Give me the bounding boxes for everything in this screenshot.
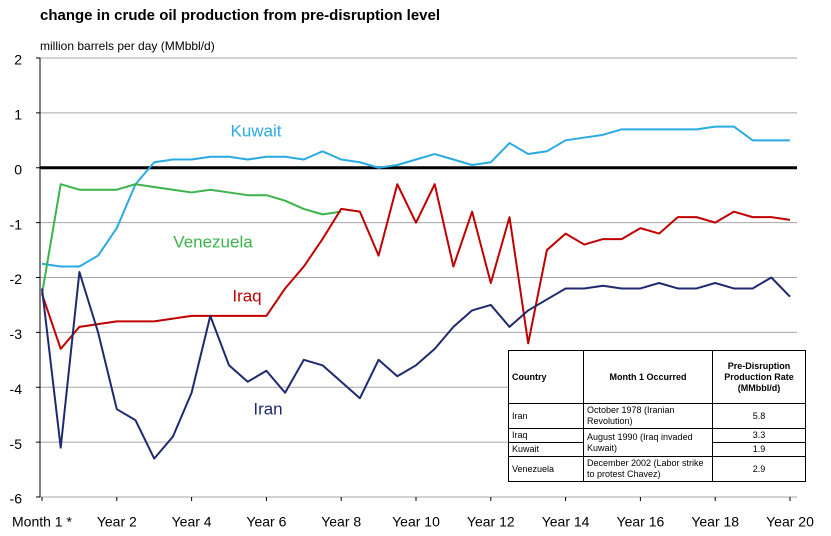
series-line xyxy=(41,183,342,295)
x-tick-label: Year 14 xyxy=(542,514,590,530)
table-row: Iran October 1978 (Iranian Revolution) 5… xyxy=(508,403,806,429)
rate-cell: 5.8 xyxy=(712,403,806,429)
x-tick-label: Year 8 xyxy=(321,514,361,530)
x-tick-label: Year 4 xyxy=(172,514,212,530)
table-row: Venezuela December 2002 (Labor strike to… xyxy=(508,456,806,482)
y-tick-label: -6 xyxy=(10,491,23,507)
x-tick-label: Month 1 * xyxy=(12,514,72,530)
x-tick-label: Year 12 xyxy=(467,514,515,530)
country-cell: Venezuela xyxy=(508,456,584,482)
y-tick-label: -3 xyxy=(10,326,23,342)
y-tick-label: -4 xyxy=(10,381,23,397)
country-cell: Iran xyxy=(508,403,584,429)
series-line xyxy=(41,271,791,460)
y-tick-label: 2 xyxy=(14,52,22,68)
header-cell: Pre-Disruption Production Rate (MMbbl/d) xyxy=(712,350,806,404)
series-line xyxy=(41,183,791,350)
y-tick-label: -5 xyxy=(10,436,23,452)
rate-cell: 3.3 xyxy=(712,428,806,443)
y-tick-label: 0 xyxy=(14,161,22,177)
table-row: Iraq August 1990 (Iraq invaded Kuwait) 3… xyxy=(508,428,806,457)
y-axis-label: million barrels per day (MMbbl/d) xyxy=(40,39,215,53)
y-tick-label: -1 xyxy=(10,216,23,232)
header-cell: Month 1 Occurred xyxy=(583,350,713,404)
info-table: Country Month 1 Occurred Pre-Disruption … xyxy=(508,350,806,482)
rate-cell: 2.9 xyxy=(712,456,806,482)
header-cell: Country xyxy=(508,350,584,404)
table-row: Kuwait 1.9 xyxy=(508,442,806,457)
country-cell: Iraq xyxy=(508,428,584,443)
x-tick-label: Year 20 xyxy=(766,514,814,530)
y-tick-label: 1 xyxy=(14,107,22,123)
x-tick-label: Year 2 xyxy=(97,514,137,530)
series-label: Kuwait xyxy=(230,121,281,140)
occurred-cell: December 2002 (Labor strike to protest C… xyxy=(583,456,713,482)
occurred-cell: August 1990 (Iraq invaded Kuwait) xyxy=(583,428,713,457)
country-cell: Kuwait xyxy=(508,442,584,457)
rate-cell: 1.9 xyxy=(712,442,806,457)
x-tick-label: Year 10 xyxy=(392,514,440,530)
chart-title: change in crude oil production from pre-… xyxy=(40,7,440,24)
table-header: Country Month 1 Occurred Pre-Disruption … xyxy=(508,350,806,404)
series-label: Iran xyxy=(253,399,282,418)
x-tick-label: Year 6 xyxy=(246,514,286,530)
series-label: Iraq xyxy=(232,286,261,305)
y-tick-label: -2 xyxy=(10,271,23,287)
x-tick-label: Year 16 xyxy=(617,514,665,530)
series-line xyxy=(41,125,790,268)
x-tick-label: Year 18 xyxy=(691,514,739,530)
occurred-cell: October 1978 (Iranian Revolution) xyxy=(583,403,713,429)
series-label: Venezuela xyxy=(173,232,253,251)
